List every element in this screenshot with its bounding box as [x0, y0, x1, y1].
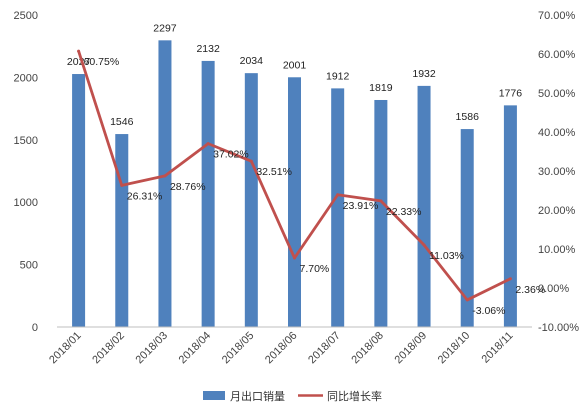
bar [72, 74, 86, 328]
right-axis-tick-label: 30.00% [538, 166, 576, 178]
right-axis-tick-label: -10.00% [538, 322, 579, 334]
line-data-label: 2.36% [515, 284, 545, 296]
bar [115, 134, 129, 327]
right-axis-tick-label: 60.00% [538, 49, 576, 61]
line-data-label: 37.02% [213, 149, 249, 161]
x-axis-tick-label: 2018/01 [47, 330, 84, 367]
line-data-label: 7.70% [300, 263, 330, 275]
x-axis-tick-label: 2018/06 [263, 330, 300, 367]
x-axis-tick-label: 2018/03 [133, 330, 170, 367]
line-data-label: 22.33% [386, 206, 422, 218]
line-point [379, 199, 383, 203]
line-point [422, 243, 426, 247]
bar-data-label: 2034 [240, 55, 264, 67]
right-axis-tick-label: 70.00% [538, 10, 576, 22]
bar-data-label: 1819 [369, 82, 393, 94]
bar-series [72, 40, 517, 328]
bar [158, 40, 172, 327]
line-point [120, 183, 124, 187]
x-axis-tick-label: 2018/04 [177, 330, 214, 367]
left-axis-tick-label: 1000 [14, 197, 38, 209]
right-axis-tick-label: 40.00% [538, 127, 576, 139]
line-point [508, 277, 512, 281]
x-axis-tick-label: 2018/10 [436, 330, 473, 367]
line-point [77, 49, 81, 53]
bar [417, 85, 431, 327]
bar-data-label: 1912 [326, 70, 350, 82]
bar [201, 60, 215, 328]
bar [374, 99, 388, 327]
bar-data-label: 1776 [499, 87, 523, 99]
bar-data-label: 2297 [153, 22, 177, 34]
line-point [465, 298, 469, 302]
line-point [249, 159, 253, 163]
legend: 月出口销量 同比增长率 [203, 389, 382, 403]
line-data-labels: 60.75% 26.31% 28.76% 37.02% 32.51% 7.70% 23.91… [84, 56, 546, 317]
bar-data-label: 1586 [456, 111, 480, 123]
bar [503, 105, 517, 328]
left-axis: 0 500 1000 1500 2000 2500 [14, 10, 38, 334]
left-axis-tick-label: 500 [20, 260, 38, 272]
x-axis-tick-label: 2018/09 [393, 330, 430, 367]
bar-data-label: 1546 [110, 116, 134, 128]
x-axis: 2018/01 2018/02 2018/03 2018/04 2018/05 2018/… [47, 326, 532, 367]
right-axis-tick-label: 10.00% [538, 244, 576, 256]
line-point [163, 174, 167, 178]
legend-swatch-bar [203, 391, 225, 400]
line-data-label: 11.03% [429, 250, 464, 262]
bar [288, 77, 301, 327]
right-axis: -10.00% 0.00% 10.00% 20.00% 30.00% 40.00% 50.0… [538, 10, 579, 334]
x-axis-tick-label: 2018/08 [349, 330, 386, 367]
right-axis-tick-label: 20.00% [538, 205, 576, 217]
line-point [293, 256, 296, 260]
line-point [206, 142, 210, 146]
left-axis-tick-label: 1500 [14, 135, 38, 147]
bar [460, 129, 474, 327]
line-data-label: 26.31% [127, 190, 163, 202]
bar [331, 88, 345, 327]
line-data-label: 23.91% [343, 200, 379, 212]
bar-data-label: 2001 [283, 59, 307, 71]
bar [244, 73, 258, 327]
line-series [77, 49, 512, 302]
x-axis-tick-label: 2018/07 [306, 330, 343, 367]
x-axis-tick-label: 2018/05 [220, 330, 257, 367]
bar-data-labels: 2027 1546 2297 2132 2034 2001 1912 1819 1932 1586… [67, 22, 522, 128]
bar-data-label: 1932 [412, 68, 436, 80]
bar-data-label: 2027 [67, 56, 91, 68]
legend-label-line: 同比增长率 [327, 389, 382, 403]
line-data-label: 32.51% [256, 166, 292, 178]
line-point [336, 193, 340, 197]
bar-data-label: 2132 [196, 43, 220, 55]
left-axis-tick-label: 2500 [14, 10, 38, 22]
line-data-label: 60.75% [84, 56, 120, 68]
line-data-label: 28.76% [170, 181, 206, 193]
x-axis-tick-label: 2018/11 [480, 330, 516, 366]
left-axis-tick-label: 0 [32, 322, 38, 334]
x-axis-tick-label: 2018/02 [90, 330, 127, 367]
right-axis-tick-label: 50.00% [538, 88, 576, 100]
left-axis-tick-label: 2000 [14, 72, 38, 84]
line-data-label: -3.06% [472, 305, 505, 317]
right-axis-tick-label: 0.00% [538, 283, 569, 295]
legend-label-bar: 月出口销量 [230, 389, 285, 403]
